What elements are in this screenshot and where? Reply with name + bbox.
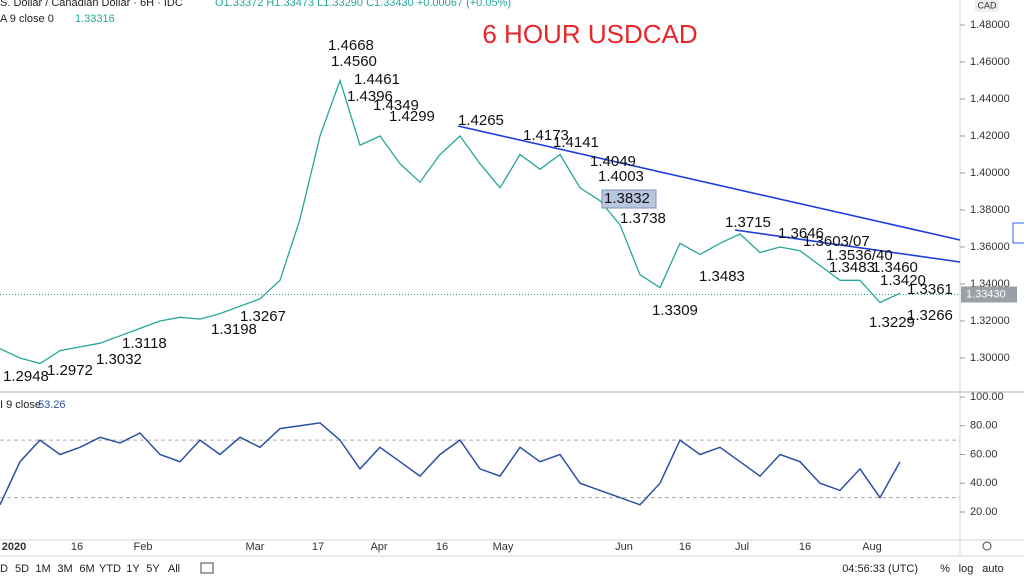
y-tick-label: 1.30000 — [970, 352, 1010, 364]
time-label: 16 — [71, 541, 83, 553]
time-label: Jun — [615, 541, 633, 553]
annotation: 1.4049 — [590, 153, 636, 170]
chart-title: 6 HOUR USDCAD — [482, 19, 697, 49]
trendline — [457, 125, 961, 241]
time-label: Aug — [862, 541, 882, 553]
annotation: 1.4003 — [598, 168, 644, 185]
annotation: 1.3646 — [778, 225, 824, 242]
range-button[interactable]: 1Y — [126, 563, 140, 575]
annotation: 1.3536/40 — [826, 247, 893, 264]
time-label: Jul — [735, 541, 749, 553]
annotation: 1.4265 — [458, 112, 504, 129]
annotation: 1.4396 — [347, 88, 393, 105]
range-button[interactable]: 1M — [35, 563, 50, 575]
y-tick-label: 1.42000 — [970, 130, 1010, 142]
annotation: 1.3267 — [240, 308, 286, 325]
annotation: 1.3483 — [829, 259, 875, 276]
annotation: 1.3460 — [872, 259, 918, 276]
scale-option[interactable]: auto — [982, 563, 1003, 575]
currency: CAD — [977, 0, 997, 10]
range-button[interactable]: All — [168, 563, 180, 575]
trendline — [734, 229, 961, 263]
time-label: 16 — [679, 541, 691, 553]
time-label: 2020 — [2, 541, 26, 553]
annotation: 1.4173 — [523, 127, 569, 144]
annotation: 1.3603/07 — [803, 233, 870, 250]
y-tick-label: 1.32000 — [970, 315, 1010, 327]
annotation: 1.2972 — [47, 362, 93, 379]
ohlc: O1.33372 H1.33473 L1.33290 C1.33430 +0.0… — [215, 0, 511, 9]
y-tick-label: 60.00 — [970, 448, 998, 460]
last-price-label: 1.33430 — [966, 288, 1006, 300]
range-button[interactable]: 6M — [79, 563, 94, 575]
y-tick-label: 40.00 — [970, 477, 998, 489]
annotation: 1.3738 — [620, 210, 666, 227]
symbol: S. Dollar / Canadian Dollar · 6H · IDC — [0, 0, 183, 9]
y-tick-label: 1.38000 — [970, 204, 1010, 216]
calendar-icon[interactable] — [200, 562, 214, 574]
annotation: 1.3229 — [869, 314, 915, 331]
range-button[interactable]: 5D — [15, 563, 29, 575]
annotation: 1.4560 — [331, 53, 377, 70]
annotation: 1.3483 — [699, 268, 745, 285]
y-tick-label: 1.48000 — [970, 19, 1010, 31]
range-button[interactable]: 5Y — [146, 563, 160, 575]
time-label: 17 — [312, 541, 324, 553]
annotation: 1.2948 — [3, 368, 49, 385]
indicator-value: 1.33316 — [75, 13, 115, 25]
range-button[interactable]: 3M — [57, 563, 72, 575]
annotation-box — [601, 189, 657, 209]
annotation: 1.3361 — [907, 281, 953, 298]
annotation: 1.3032 — [96, 351, 142, 368]
y-tick-label: 1.46000 — [970, 56, 1010, 68]
scale-option[interactable]: log — [959, 563, 974, 575]
rsi-label: I 9 close — [0, 399, 41, 411]
time-label: Apr — [370, 541, 387, 553]
annotation: 1.3420 — [880, 272, 926, 289]
series-line — [0, 78, 901, 365]
annotation: 1.4349 — [373, 97, 419, 114]
y-tick-label: 1.44000 — [970, 93, 1010, 105]
annotation: 1.4141 — [553, 134, 599, 151]
indicator: A 9 close 0 — [0, 13, 54, 25]
last-price-box — [961, 286, 1017, 303]
clock: 04:56:33 (UTC) — [842, 563, 918, 575]
series-line — [0, 422, 901, 506]
currency-box — [975, 0, 999, 12]
range-button[interactable]: YTD — [99, 563, 121, 575]
range-button[interactable]: D — [0, 563, 8, 575]
annotation: 1.3266 — [907, 307, 953, 324]
scale-handle[interactable] — [1012, 222, 1024, 244]
time-label: Feb — [134, 541, 153, 553]
time-label: May — [493, 541, 514, 553]
annotation: 1.3309 — [652, 302, 698, 319]
y-tick-label: 80.00 — [970, 420, 998, 432]
annotation: 1.3832 — [604, 190, 650, 207]
time-label: 16 — [436, 541, 448, 553]
annotation: 1.4668 — [328, 37, 374, 54]
annotation: 1.3118 — [122, 335, 167, 352]
annotation: 1.4461 — [354, 71, 400, 88]
annotation: 1.4299 — [389, 108, 435, 125]
annotation: 1.3715 — [725, 214, 771, 231]
settings-icon[interactable] — [982, 541, 992, 551]
y-tick-label: 100.00 — [970, 391, 1004, 403]
time-label: Mar — [246, 541, 265, 553]
y-tick-label: 20.00 — [970, 506, 998, 518]
rsi-last: 53.26 — [38, 399, 66, 411]
annotation: 1.3198 — [211, 321, 257, 338]
y-tick-label: 1.40000 — [970, 167, 1010, 179]
time-label: 16 — [799, 541, 811, 553]
scale-option[interactable]: % — [940, 563, 950, 575]
y-tick-label: 1.36000 — [970, 241, 1010, 253]
